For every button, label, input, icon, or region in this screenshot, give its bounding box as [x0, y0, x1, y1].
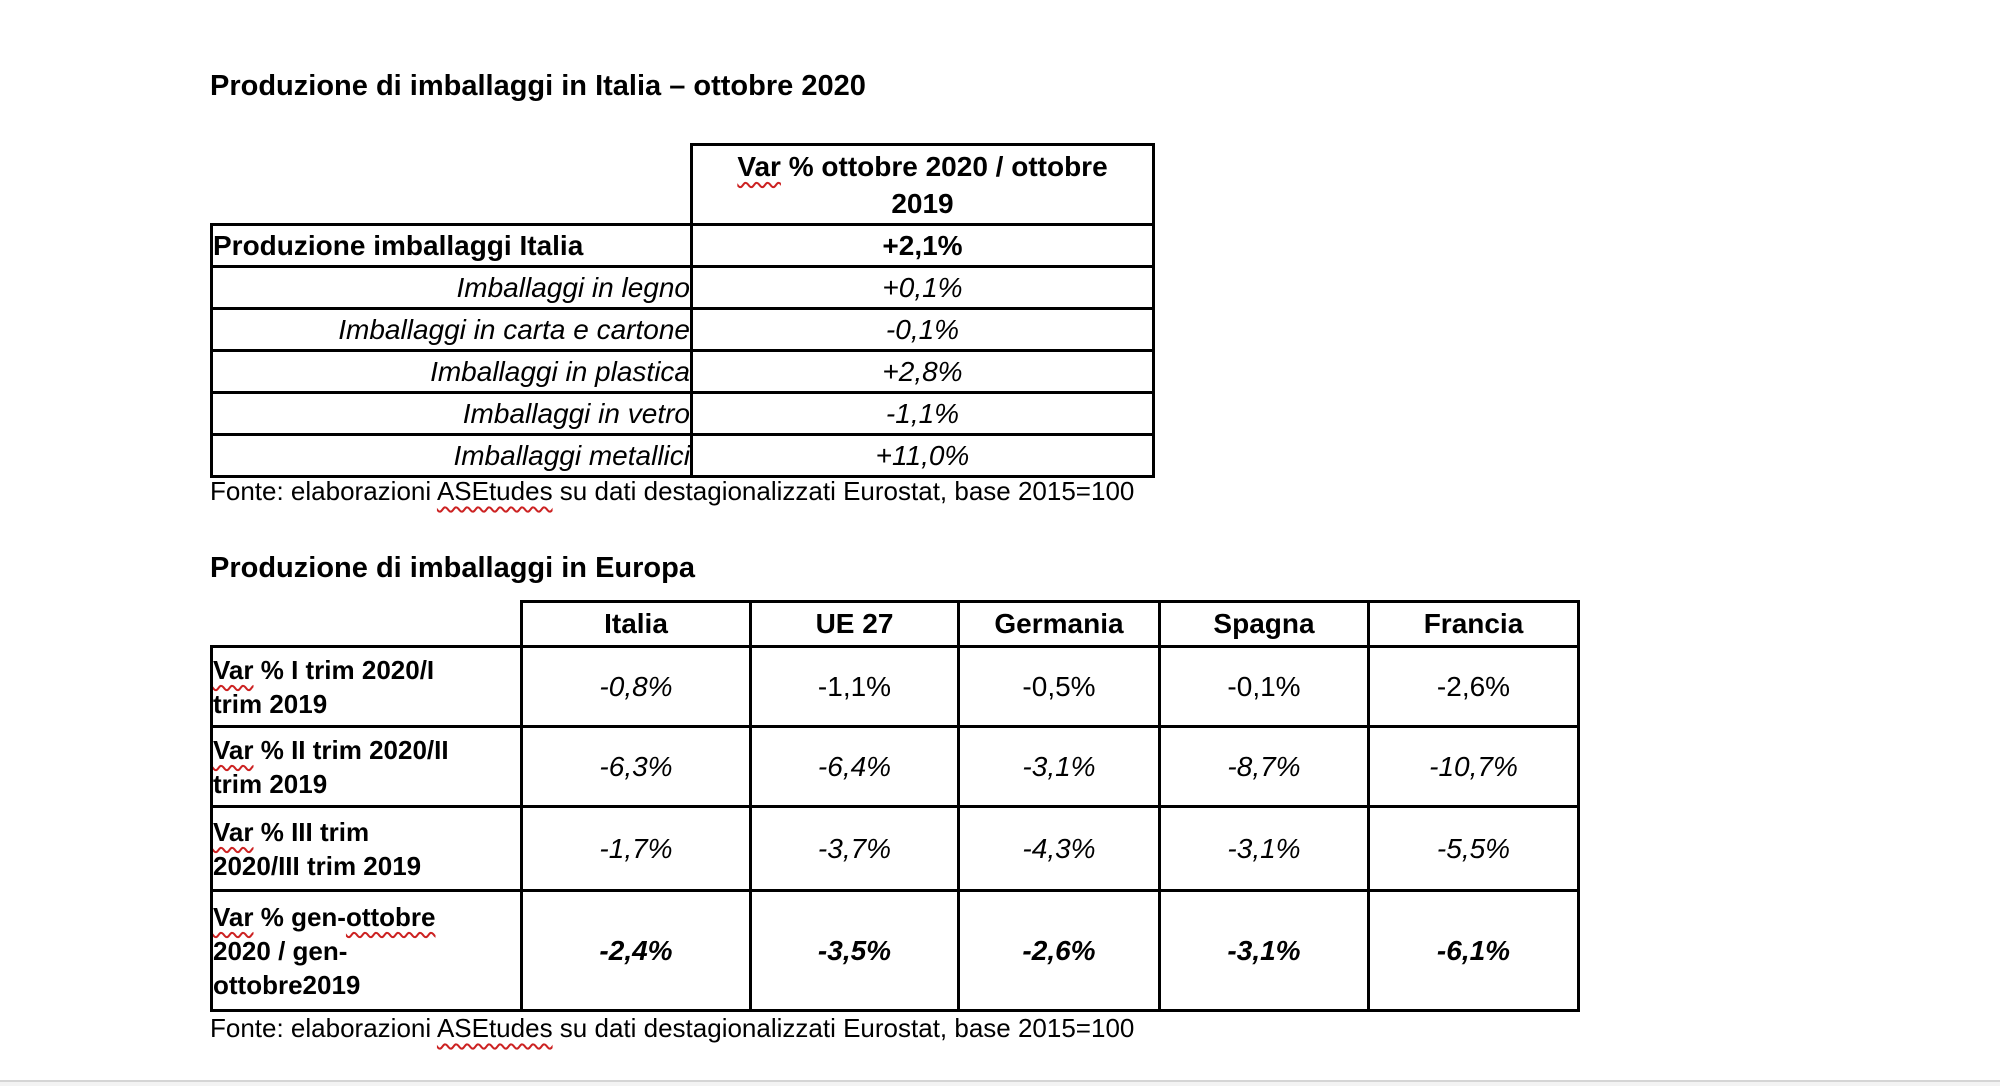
section-title-italia: Produzione di imballaggi in Italia – ott…	[210, 70, 866, 102]
data-cell: -1,1%	[690, 391, 1155, 436]
table-header-row: Var % ottobre 2020 / ottobre 2019	[212, 143, 1155, 226]
column-header-ue27: UE 27	[749, 600, 960, 648]
data-cell: -3,1%	[1158, 889, 1370, 1012]
data-cell: -6,4%	[749, 725, 960, 808]
data-cell: -0,1%	[690, 307, 1155, 352]
table-row: Imballaggi metallici +11,0%	[210, 433, 1155, 478]
row-header-line-1: Var % II trim 2020/II	[213, 733, 519, 767]
row-header-line-2: 2020 / gen-	[213, 935, 348, 966]
empty-corner-cell	[212, 145, 692, 225]
row-label: Imballaggi in carta e cartone	[210, 307, 693, 352]
misspelled-word: Var	[213, 816, 254, 847]
row-header-line-1: Var % gen-ottobre	[213, 900, 519, 934]
table-imballaggi-italia: Var % ottobre 2020 / ottobre 2019 Produz…	[210, 143, 1155, 478]
data-cell: -0,5%	[957, 645, 1161, 728]
table-imballaggi-europa: Italia UE 27 Germania Spagna Francia Var…	[210, 600, 1580, 1012]
data-cell: -2,6%	[1367, 645, 1580, 728]
source-note-part2: su dati destagionalizzati Eurostat, base…	[552, 476, 1135, 506]
misspelled-word: ottobre	[345, 901, 436, 932]
data-cell: -1,7%	[520, 805, 752, 892]
source-note-part1: Fonte: elaborazioni	[210, 1013, 437, 1043]
table-row: Imballaggi in vetro -1,1%	[210, 391, 1155, 436]
row-header-line-1-rest: % III trim	[253, 816, 370, 847]
data-cell: +11,0%	[690, 433, 1155, 478]
column-header-francia: Francia	[1367, 600, 1580, 648]
header-line-1: Var % ottobre 2020 / ottobre	[695, 148, 1151, 185]
data-cell: -8,7%	[1158, 725, 1370, 808]
data-cell: -6,3%	[520, 725, 752, 808]
data-cell: -3,1%	[957, 725, 1161, 808]
data-cell: -10,7%	[1367, 725, 1580, 808]
row-label: Imballaggi metallici	[210, 433, 693, 478]
row-header-line-2: trim 2019	[213, 768, 328, 799]
data-cell: -0,1%	[1158, 645, 1370, 728]
row-header-line-2: 2020/III trim 2019	[213, 850, 422, 881]
data-cell: -3,7%	[749, 805, 960, 892]
source-note-part2: su dati destagionalizzati Eurostat, base…	[552, 1013, 1135, 1043]
row-header-line-1: Var % I trim 2020/I	[213, 653, 519, 687]
source-note-part1: Fonte: elaborazioni	[210, 476, 437, 506]
data-cell: -4,3%	[957, 805, 1161, 892]
row-header: Var % I trim 2020/I trim 2019	[210, 645, 523, 728]
column-header-spagna: Spagna	[1158, 600, 1370, 648]
table-row: Imballaggi in carta e cartone -0,1%	[210, 307, 1155, 352]
column-header-var-pct: Var % ottobre 2020 / ottobre 2019	[690, 143, 1155, 226]
row-header: Var % II trim 2020/II trim 2019	[210, 725, 523, 808]
row-header-line-1-rest: % I trim 2020/I	[253, 654, 435, 685]
row-label: Imballaggi in vetro	[210, 391, 693, 436]
table-row: Var % II trim 2020/II trim 2019 -6,3% -6…	[210, 725, 1580, 808]
header-line-1-rest: % ottobre 2020 / ottobre	[780, 150, 1108, 182]
row-header-line-1-rest: % II trim 2020/II	[253, 734, 449, 765]
table-row: Imballaggi in plastica +2,8%	[210, 349, 1155, 394]
row-label: Produzione imballaggi Italia	[210, 223, 693, 268]
table-header-row: Italia UE 27 Germania Spagna Francia	[212, 600, 1580, 648]
row-header-line-1: Var % III trim	[213, 815, 519, 849]
misspelled-word: Var	[213, 901, 254, 932]
row-header-line-2: trim 2019	[213, 688, 328, 719]
misspelled-word: ASEtudes	[436, 1013, 553, 1043]
data-cell: -3,5%	[749, 889, 960, 1012]
row-header: Var % gen-ottobre 2020 / gen- ottobre201…	[210, 889, 523, 1012]
row-header-line-1-mid: % gen-	[253, 901, 346, 932]
row-label: Imballaggi in legno	[210, 265, 693, 310]
section-title-europa: Produzione di imballaggi in Europa	[210, 552, 695, 584]
row-header-line-3: ottobre2019	[213, 969, 361, 1000]
header-line-2: 2019	[891, 187, 954, 219]
page-bottom-edge	[0, 1080, 2000, 1086]
misspelled-word: ASEtudes	[436, 476, 553, 506]
misspelled-word: Var	[213, 734, 254, 765]
row-label: Imballaggi in plastica	[210, 349, 693, 394]
source-note: Fonte: elaborazioni ASEtudes su dati des…	[210, 1013, 1134, 1044]
table-row: Var % gen-ottobre 2020 / gen- ottobre201…	[210, 889, 1580, 1012]
data-cell: +2,1%	[690, 223, 1155, 268]
empty-corner-cell	[212, 602, 522, 647]
data-cell: -1,1%	[749, 645, 960, 728]
table-row: Imballaggi in legno +0,1%	[210, 265, 1155, 310]
data-cell: -5,5%	[1367, 805, 1580, 892]
data-cell: -3,1%	[1158, 805, 1370, 892]
misspelled-word: Var	[737, 150, 781, 182]
misspelled-word: Var	[213, 654, 254, 685]
data-cell: -0,8%	[520, 645, 752, 728]
table-row: Var % III trim 2020/III trim 2019 -1,7% …	[210, 805, 1580, 892]
data-cell: -6,1%	[1367, 889, 1580, 1012]
data-cell: -2,4%	[520, 889, 752, 1012]
row-header: Var % III trim 2020/III trim 2019	[210, 805, 523, 892]
data-cell: +2,8%	[690, 349, 1155, 394]
table-row: Var % I trim 2020/I trim 2019 -0,8% -1,1…	[210, 645, 1580, 728]
column-header-italia: Italia	[520, 600, 752, 648]
data-cell: +0,1%	[690, 265, 1155, 310]
column-header-germania: Germania	[957, 600, 1161, 648]
source-note: Fonte: elaborazioni ASEtudes su dati des…	[210, 476, 1134, 507]
table-row: Produzione imballaggi Italia +2,1%	[210, 223, 1155, 268]
data-cell: -2,6%	[957, 889, 1161, 1012]
